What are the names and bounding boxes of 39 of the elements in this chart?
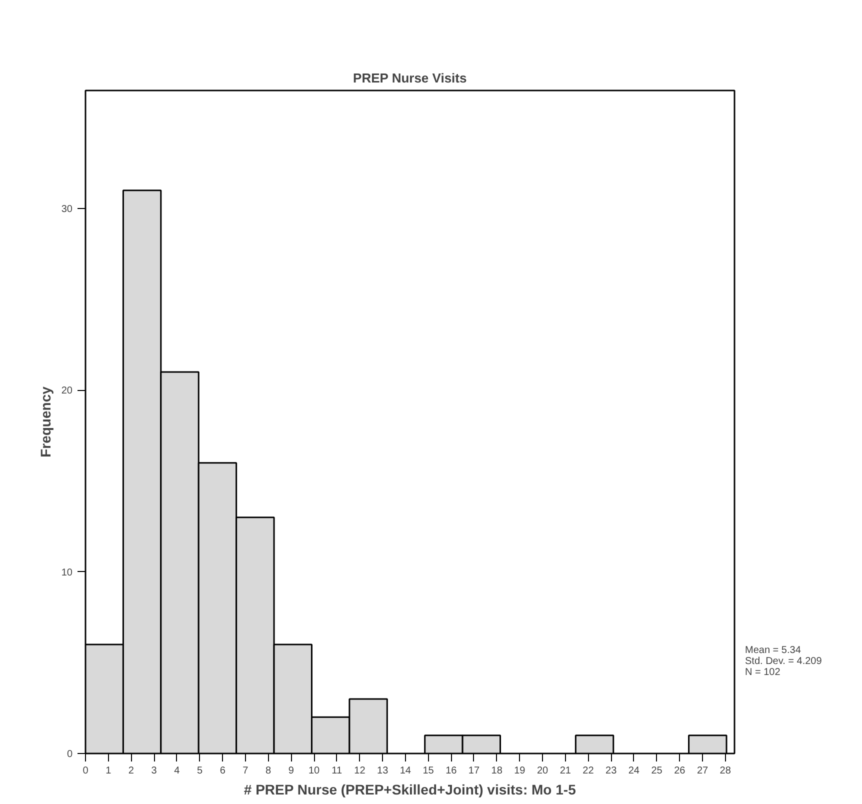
x-tick-label: 22 <box>582 766 594 776</box>
x-tick-label: 0 <box>82 766 89 776</box>
x-tick-label: 21 <box>560 766 572 776</box>
x-tick-label: 13 <box>377 766 389 776</box>
x-tick-label: 27 <box>696 766 709 776</box>
y-tick-label: 20 <box>61 386 73 397</box>
text: Std. Dev. = 4.209 <box>745 656 822 667</box>
x-tick-label: 24 <box>628 766 640 776</box>
x-tick-label: 15 <box>422 766 434 776</box>
y-tick-label: 10 <box>61 567 73 578</box>
x-tick-label: 25 <box>651 766 663 776</box>
x-tick-label: 12 <box>354 766 366 776</box>
text: N = 102 <box>745 667 780 678</box>
x-tick-label: 23 <box>606 766 618 776</box>
x-tick-label: 5 <box>196 766 203 776</box>
x-tick-label: 16 <box>446 766 458 776</box>
x-tick-label: 28 <box>720 766 732 776</box>
x-tick-label: 9 <box>288 766 294 776</box>
chart-title: PREP Nurse Visits <box>353 70 467 86</box>
x-tick-label: 19 <box>514 766 526 776</box>
x-tick-label: 10 <box>308 766 320 776</box>
x-axis-title: # PREP Nurse (PREP+Skilled+Joint) visits: Mo 1-5 <box>244 782 576 798</box>
x-tick-label: 4 <box>174 766 180 776</box>
x-tick-label: 14 <box>400 766 412 776</box>
x-tick-label: 6 <box>220 766 226 776</box>
x-tick-label: 3 <box>151 766 158 776</box>
y-axis-title: Frequency <box>37 386 54 458</box>
x-tick-label: 17 <box>468 766 480 776</box>
x-tick-label: 8 <box>266 766 272 776</box>
x-tick-label: 26 <box>674 766 686 776</box>
x-tick-label: 20 <box>536 766 549 776</box>
x-tick-label: 11 <box>332 766 342 776</box>
y-tick-label: 0 <box>66 749 73 760</box>
x-tick-label: 7 <box>242 766 249 776</box>
x-tick-label: 1 <box>106 766 112 776</box>
x-tick-label: 2 <box>128 766 134 776</box>
x-tick-label: 18 <box>491 766 503 776</box>
y-tick-label: 30 <box>61 204 73 216</box>
text: Mean = 5.34 <box>745 645 801 656</box>
